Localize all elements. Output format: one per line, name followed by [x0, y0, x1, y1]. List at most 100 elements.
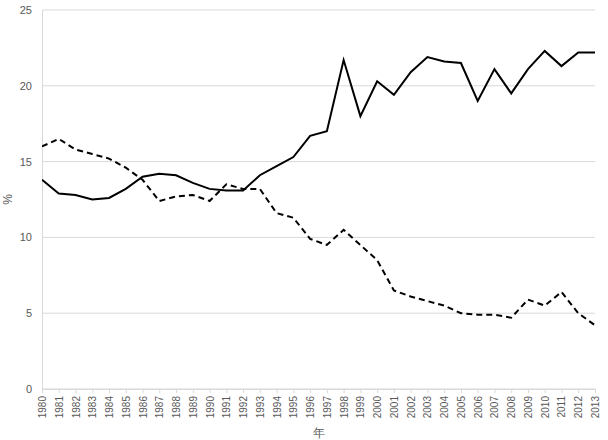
x-tick-label: 1990 — [205, 396, 216, 419]
x-tick-label: 1988 — [171, 396, 182, 419]
x-tick: 1983 — [87, 389, 98, 418]
x-tick-mark — [528, 389, 529, 393]
x-tick: 2005 — [456, 389, 467, 418]
x-tick: 1985 — [121, 389, 132, 418]
y-axis: 0 5 10 15 20 25 — [20, 4, 43, 395]
x-tick: 2010 — [540, 389, 551, 418]
x-tick-mark — [411, 389, 412, 393]
series-line — [42, 139, 595, 325]
x-tick-mark — [344, 389, 345, 393]
x-tick-label: 2009 — [523, 396, 534, 419]
x-tick: 1992 — [238, 389, 249, 418]
x-tick-mark — [243, 389, 244, 393]
x-tick-label: 1993 — [255, 396, 266, 419]
grid-line — [42, 10, 595, 11]
x-tick-mark — [176, 389, 177, 393]
x-tick: 2007 — [489, 389, 500, 418]
x-tick-label: 2000 — [372, 396, 383, 419]
y-tick-label: 20 — [20, 80, 32, 92]
x-tick-label: 1989 — [188, 396, 199, 419]
chart: 0510152025198019811982198319841985198619… — [0, 0, 608, 440]
x-tick-label: 1983 — [87, 396, 98, 419]
x-tick: 1990 — [205, 389, 216, 418]
x-tick-mark — [42, 389, 43, 393]
y-tick: 10 — [20, 231, 42, 243]
x-tick-mark — [310, 389, 311, 393]
grid-line — [42, 313, 595, 314]
x-tick-label: 2003 — [422, 396, 433, 419]
x-tick-label: 1991 — [221, 396, 232, 419]
y-tick: 5 — [26, 307, 42, 319]
x-tick-label: 1997 — [322, 396, 333, 419]
x-tick-mark — [293, 389, 294, 393]
x-tick: 2013 — [590, 389, 601, 418]
x-tick-mark — [277, 389, 278, 393]
x-tick-mark — [92, 389, 93, 393]
y-tick-label: 0 — [26, 383, 32, 395]
x-tick-label: 1994 — [272, 396, 283, 419]
x-tick-mark — [444, 389, 445, 393]
x-tick: 2002 — [406, 389, 417, 418]
plot: 0510152025198019811982198319841985198619… — [20, 4, 601, 418]
x-tick-label: 2010 — [540, 396, 551, 419]
grid-line — [42, 161, 595, 162]
x-tick: 1988 — [171, 389, 182, 418]
series-group — [42, 51, 595, 325]
x-tick: 2006 — [473, 389, 484, 418]
x-tick: 1987 — [154, 389, 165, 418]
x-tick-label: 1984 — [104, 396, 115, 419]
x-tick-mark — [109, 389, 110, 393]
x-tick-mark — [210, 389, 211, 393]
x-tick-mark — [159, 389, 160, 393]
x-tick-mark — [59, 389, 60, 393]
x-tick-label: 2005 — [456, 396, 467, 419]
x-tick-mark — [595, 389, 596, 393]
x-tick-mark — [478, 389, 479, 393]
grid-line — [42, 237, 595, 238]
series-line — [42, 51, 595, 200]
x-tick: 2012 — [573, 389, 584, 418]
x-tick-mark — [578, 389, 579, 393]
x-tick-label: 1985 — [121, 396, 132, 419]
x-tick-label: 1981 — [54, 396, 65, 419]
x-tick: 1996 — [305, 389, 316, 418]
x-tick-mark — [360, 389, 361, 393]
x-tick: 2003 — [422, 389, 433, 418]
grid — [42, 10, 595, 389]
x-tick: 1997 — [322, 389, 333, 418]
x-tick-label: 2012 — [573, 396, 584, 419]
x-tick: 2001 — [389, 389, 400, 418]
x-tick: 1994 — [272, 389, 283, 418]
x-axis: 1980 1981 1982 1983 1984 1985 1986 1987 1988 1989… — [37, 389, 601, 418]
x-tick-mark — [545, 389, 546, 393]
x-axis-title: 年 — [313, 426, 325, 440]
y-tick-label: 15 — [20, 156, 32, 168]
x-tick-mark — [561, 389, 562, 393]
x-tick: 1986 — [138, 389, 149, 418]
y-tick-label: 10 — [20, 231, 32, 243]
x-tick-label: 1999 — [355, 396, 366, 419]
x-tick-label: 1992 — [238, 396, 249, 419]
y-tick: 15 — [20, 156, 42, 168]
x-tick: 1989 — [188, 389, 199, 418]
x-tick: 2009 — [523, 389, 534, 418]
x-tick: 1999 — [355, 389, 366, 418]
x-tick: 1998 — [339, 389, 350, 418]
x-tick-label: 2013 — [590, 396, 601, 419]
x-tick: 2008 — [506, 389, 517, 418]
y-axis-line — [42, 11, 43, 390]
x-tick: 1981 — [54, 389, 65, 418]
x-tick: 2000 — [372, 389, 383, 418]
x-tick-mark — [260, 389, 261, 393]
y-tick-label: 5 — [26, 307, 32, 319]
x-tick: 2011 — [556, 389, 567, 418]
x-tick: 1982 — [71, 389, 82, 418]
x-axis-line — [43, 390, 596, 394]
x-tick-mark — [143, 389, 144, 393]
x-tick-mark — [76, 389, 77, 393]
y-axis-title: % — [1, 194, 15, 205]
y-tick: 20 — [20, 80, 42, 92]
y-tick: 25 — [20, 4, 42, 16]
x-tick: 1980 — [37, 389, 48, 418]
x-tick-mark — [427, 389, 428, 393]
